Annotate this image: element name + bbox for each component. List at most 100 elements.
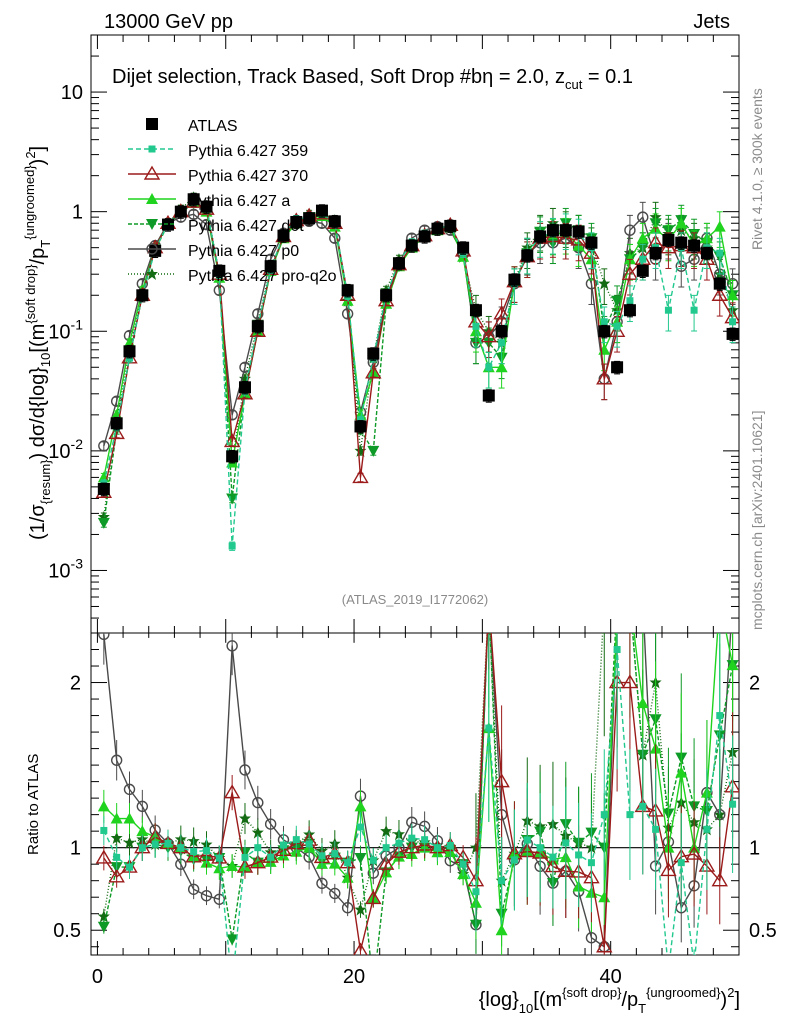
data-point — [585, 236, 598, 249]
axes-layer: 0 20 40 10-3 10-2 10-1 1 10 0.5 0.5 1 1 2 2 — [48, 34, 777, 988]
ratio-point — [638, 595, 648, 605]
data-point — [457, 241, 470, 254]
data-point — [315, 204, 328, 217]
ratio-point — [575, 851, 583, 859]
ratio-point — [164, 839, 172, 847]
legend-label: Pythia 6.427 a — [188, 193, 290, 210]
data-point — [664, 306, 672, 314]
mcplots-label: mcplots.cern.ch [arXiv:2401.10621] — [749, 411, 765, 630]
ratio-line — [103, 633, 732, 948]
data-point — [660, 239, 677, 254]
ratio-point — [598, 594, 610, 606]
data-point — [123, 345, 136, 358]
ratio-point — [714, 594, 726, 605]
ratio-layer — [95, 594, 739, 987]
main-ylabel: (1/σ{resum}) dσ/d{log}10[(m{soft drop}/p… — [22, 146, 53, 540]
data-point — [136, 289, 149, 302]
ratio-point — [403, 839, 421, 854]
ratio-point — [138, 844, 146, 852]
legend-marker — [148, 145, 156, 153]
data-point — [187, 193, 200, 206]
ratio-tick-label-right: 2 — [749, 673, 760, 695]
ratio-point — [665, 967, 672, 974]
ratio-point — [685, 845, 703, 860]
ratio-point — [356, 823, 364, 831]
ratio-point — [716, 712, 724, 720]
ratio-point — [110, 754, 123, 766]
data-point — [228, 542, 236, 550]
legend-item: Pythia 6.427 p0 — [128, 243, 299, 260]
data-point — [713, 277, 726, 290]
ratio-tick-label: 0.5 — [53, 920, 81, 942]
data-point — [498, 339, 506, 347]
ratio-point — [612, 611, 622, 621]
data-point — [716, 249, 724, 257]
ratio-point — [151, 840, 159, 848]
ratio-point — [365, 890, 382, 905]
data-point — [482, 389, 495, 402]
legend-label: Pythia 6.427 pro-q2o — [188, 268, 337, 285]
data-point — [252, 308, 264, 320]
data-point — [213, 264, 226, 277]
ratio-point — [241, 853, 249, 861]
ratio-point — [472, 888, 480, 896]
data-point — [97, 482, 110, 495]
ratio-point — [485, 724, 493, 732]
chart-title-sub: cut — [565, 77, 583, 92]
ratio-point — [97, 800, 110, 812]
data-point — [675, 236, 688, 249]
y-tick-label: 10 — [61, 82, 83, 104]
data-point — [328, 215, 341, 228]
ratio-point — [380, 825, 393, 838]
ratio-point — [369, 856, 377, 864]
ratio-point — [267, 853, 275, 861]
legend-item: ATLAS — [146, 118, 238, 135]
data-point — [637, 211, 649, 223]
legend-item: Pythia 6.427 370 — [128, 165, 308, 185]
data-point — [480, 328, 498, 343]
data-point — [596, 370, 613, 385]
ratio-point — [125, 863, 133, 871]
header-right: Jets — [693, 11, 730, 33]
data-point — [354, 420, 367, 433]
data-point — [444, 219, 457, 232]
data-point — [613, 322, 621, 330]
ratio-point — [652, 825, 660, 833]
ratio-point — [292, 836, 300, 844]
ratio-point — [123, 836, 136, 849]
legend: ATLAS Pythia 6.427 359 Pythia 6.427 370 Pyt… — [128, 118, 337, 285]
data-point — [675, 217, 688, 229]
ratio-point — [254, 844, 262, 852]
legend-marker — [146, 268, 158, 280]
ratio-point — [677, 859, 685, 867]
ratio-point — [353, 942, 368, 955]
ratio-point — [377, 855, 395, 870]
analysis-watermark: (ATLAS_2019_I1772062) — [342, 592, 488, 607]
ratio-point — [252, 796, 264, 809]
data-point — [508, 273, 521, 286]
data-point — [636, 264, 649, 277]
ratio-point — [639, 802, 647, 810]
data-point — [688, 239, 701, 252]
ratio-point — [236, 858, 254, 873]
ratio-point — [226, 860, 239, 872]
ratio-point — [229, 980, 236, 987]
ratio-point — [611, 595, 623, 606]
ratio-point — [523, 836, 531, 844]
ratio-point — [711, 872, 728, 887]
data-point — [572, 225, 585, 238]
rivet-label: Rivet 4.1.0, ≥ 300k events — [749, 88, 765, 250]
ratio-line — [103, 633, 734, 917]
data-point — [418, 230, 431, 243]
ratio-point — [200, 890, 213, 902]
ratio-point — [113, 853, 121, 861]
ratio-series-pythia-6-427-p0 — [98, 595, 734, 955]
ratio-point — [498, 877, 506, 885]
ratio-point — [510, 856, 518, 864]
ratio-point — [691, 962, 698, 969]
x-tick-label: 40 — [600, 966, 622, 988]
ratio-point — [316, 877, 328, 889]
legend-label: Pythia 6.427 d6t — [188, 218, 304, 235]
data-point — [649, 247, 662, 260]
ratio-point — [123, 783, 136, 796]
